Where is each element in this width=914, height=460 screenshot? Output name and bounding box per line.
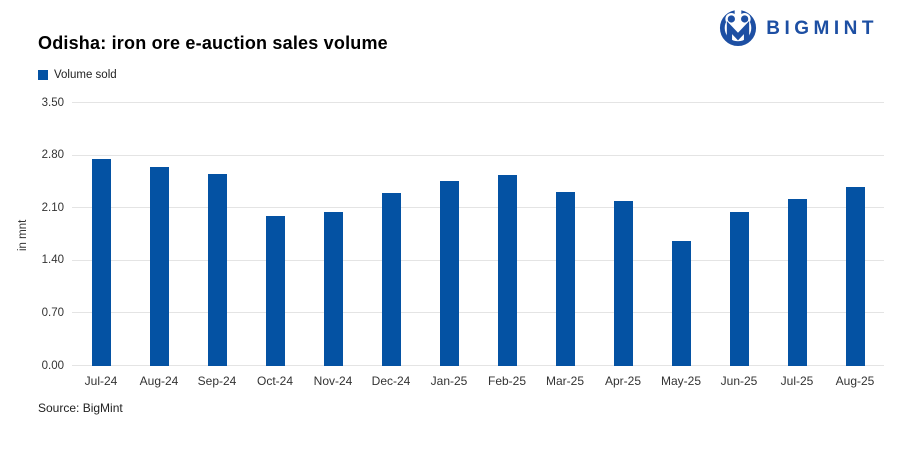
bigmint-logo-icon [720,9,757,47]
bar-slot: Sep-24 [188,103,246,388]
x-tick-label: Feb-25 [487,374,527,388]
plot-area: 0.00 0.70 1.40 2.10 2.80 3.50 Jul-24 Aug-24 Sep-… [42,97,884,388]
bigmint-logo: BIGMINT [719,9,878,47]
bar-slot: Jun-25 [710,103,768,388]
x-tick-label: Jul-24 [84,374,118,388]
bar-jan-25 [439,181,459,366]
bar-oct-24 [265,216,285,366]
x-tick-label: Nov-24 [313,374,353,388]
source-note: Source: BigMint [38,401,123,415]
gridline [72,154,884,156]
bar-slot: Nov-24 [304,103,362,388]
bar-jul-24 [91,159,111,366]
bar-dec-24 [381,193,401,366]
x-tick-label: Aug-25 [835,374,875,388]
bar-aug-24 [149,166,169,366]
x-tick-label: Mar-25 [545,374,585,388]
bar-sep-24 [207,173,227,366]
gridline [72,365,884,366]
y-tick-label: 2.10 [41,201,64,214]
gridline [72,312,884,314]
bar-slot: Jan-25 [420,103,478,388]
bar-slot: Apr-25 [594,103,652,388]
bar-feb-25 [497,175,517,366]
x-tick-label: Jan-25 [430,374,468,388]
y-tick-label: 2.80 [41,148,64,161]
x-tick-label: Sep-24 [197,374,237,388]
bigmint-logo-wordmark: BIGMINT [766,17,878,39]
bar-slot: Oct-24 [246,103,304,388]
y-tick-label: 1.40 [41,254,64,267]
bar-nov-24 [323,211,343,366]
gridline [72,102,884,103]
bar-slot: Jul-24 [72,103,130,388]
legend-swatch [38,70,48,80]
x-tick-label: May-25 [660,374,702,388]
bar-jul-25 [787,199,807,366]
bar-slot: Feb-25 [478,103,536,388]
legend-label: Volume sold [54,69,117,81]
x-tick-label: Dec-24 [371,374,411,388]
bar-aug-25 [845,187,865,366]
x-tick-label: Jul-25 [780,374,814,388]
bar-may-25 [671,240,691,366]
bar-slot: Jul-25 [768,103,826,388]
y-tick-label: 0.00 [41,359,64,372]
gridline [72,207,884,209]
bar-slot: Aug-24 [130,103,188,388]
chart-title: Odisha: iron ore e-auction sales volume [38,33,388,53]
bar-jun-25 [729,211,749,366]
x-tick-label: Aug-24 [139,374,179,388]
bar-slot: Mar-25 [536,103,594,388]
bar-mar-25 [555,191,575,366]
bar-apr-25 [613,200,633,366]
x-tick-label: Oct-24 [256,374,294,388]
bar-slot: May-25 [652,103,710,388]
y-tick-label: 0.70 [41,306,64,319]
y-tick-label: 3.50 [41,96,64,109]
y-axis-title: in mnt [17,219,29,251]
x-tick-label: Apr-25 [604,374,642,388]
bars-row: Jul-24 Aug-24 Sep-24 Oct-24 Nov-24 Dec-24 Jan-… [72,103,884,388]
legend: Volume sold [38,69,117,81]
bar-slot: Dec-24 [362,103,420,388]
gridline [72,259,884,261]
bar-slot: Aug-25 [826,103,884,388]
x-tick-label: Jun-25 [720,374,758,388]
